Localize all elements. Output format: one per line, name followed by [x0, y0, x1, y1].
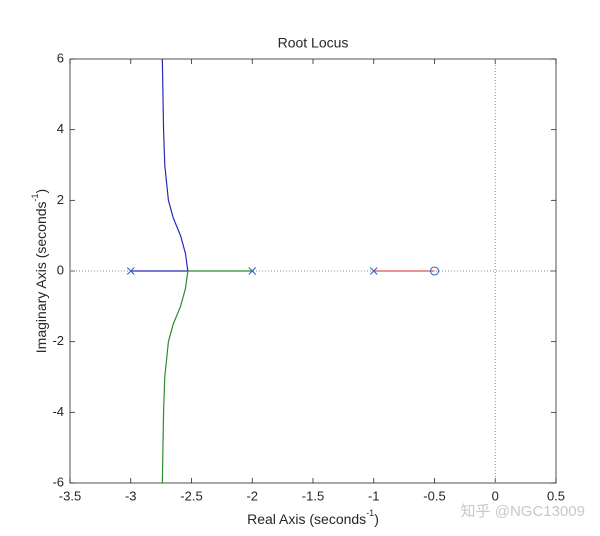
x-tick-label: -2.5	[180, 488, 202, 503]
x-tick-label: -1.5	[302, 488, 324, 503]
x-tick-label: -3.5	[59, 488, 81, 503]
pole-marker	[369, 267, 378, 275]
y-tick-label: -2	[52, 333, 64, 348]
x-tick-label: -1	[368, 488, 380, 503]
y-axis-label-end: )	[33, 189, 49, 194]
y-tick-label: -6	[52, 474, 64, 489]
x-tick-label: 0	[492, 488, 499, 503]
pole-marker	[126, 267, 135, 275]
locus-branch	[130, 58, 189, 272]
y-axis-label: Imaginary Axis (seconds-1)	[30, 189, 48, 353]
chart-title: Root Locus	[278, 35, 349, 51]
x-tick-label: -0.5	[423, 488, 445, 503]
y-tick-label: -4	[52, 404, 64, 419]
pole-marker	[248, 267, 257, 275]
x-tick-label: -2	[246, 488, 258, 503]
zero-marker	[429, 266, 440, 276]
x-tick-label: 0.5	[547, 488, 565, 503]
y-axis-label-text: Imaginary Axis (seconds	[33, 201, 49, 353]
watermark: 知乎 @NGC13009	[461, 503, 585, 520]
y-axis-label-sup: -1	[30, 193, 40, 201]
y-tick-label: 4	[57, 121, 64, 136]
locus-branch	[161, 270, 253, 484]
x-axis-label: Real Axis (seconds-1)	[247, 508, 379, 526]
x-axis-label-sup: -1	[366, 508, 374, 518]
y-tick-label: 0	[57, 262, 64, 277]
x-axis-label-end: )	[374, 511, 379, 527]
x-tick-label: -3	[125, 488, 137, 503]
x-axis-label-text: Real Axis (seconds	[247, 511, 366, 527]
y-tick-label: 6	[57, 50, 64, 65]
y-tick-label: 2	[57, 192, 64, 207]
